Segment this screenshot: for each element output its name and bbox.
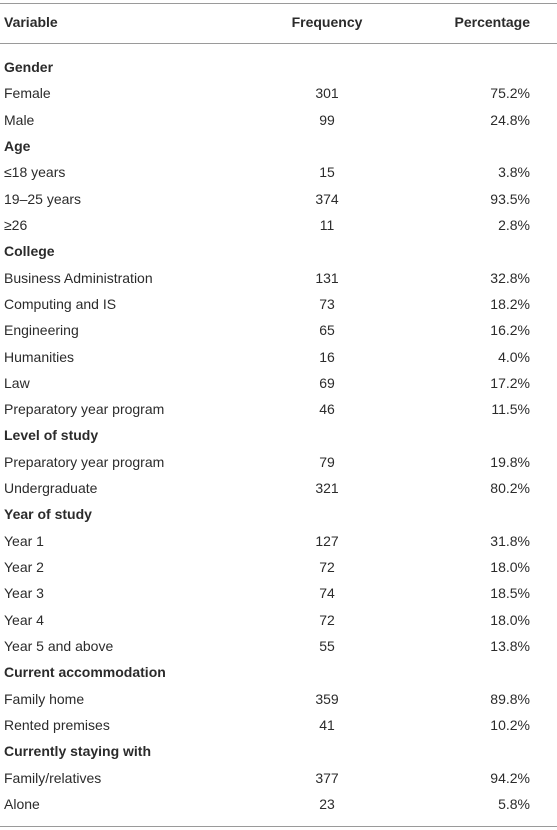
percentage-cell: 19.8% [490, 453, 530, 470]
frequency-cell: 15 [319, 164, 335, 181]
section-label: Year of study [4, 506, 92, 523]
top-rule [0, 3, 557, 4]
frequency-cell: 46 [319, 401, 335, 418]
variable-cell: ≥26 [4, 216, 28, 233]
percentage-cell: 10.2% [490, 717, 530, 733]
variable-cell: Year 2 [4, 559, 44, 576]
frequency-cell: 131 [315, 269, 339, 286]
frequency-cell: 321 [315, 480, 339, 497]
section-label: Current accommodation [4, 664, 166, 681]
percentage-cell: 89.8% [490, 690, 530, 707]
frequency-cell: 301 [315, 85, 339, 102]
percentage-cell: 16.2% [490, 322, 530, 339]
variable-cell: Computing and IS [4, 295, 117, 312]
variable-cell: ≤18 years [4, 164, 66, 181]
frequency-cell: 41 [319, 717, 335, 733]
variable-cell: Humanities [4, 348, 75, 365]
percentage-cell: 80.2% [490, 480, 530, 497]
frequency-cell: 374 [315, 190, 339, 207]
header-rule [0, 43, 557, 44]
frequency-cell: 55 [319, 638, 335, 655]
percentage-cell: 18.0% [490, 559, 530, 576]
header-cell: Variable [4, 14, 58, 30]
frequency-cell: 11 [319, 216, 335, 233]
frequency-cell: 79 [319, 453, 335, 470]
header-cell: Frequency [291, 14, 363, 30]
bottom-rule [0, 826, 557, 827]
percentage-cell: 75.2% [490, 85, 530, 102]
percentage-cell: 2.8% [498, 216, 530, 233]
frequency-cell: 72 [319, 559, 335, 576]
frequency-cell: 16 [319, 348, 335, 365]
percentage-cell: 17.2% [490, 374, 530, 391]
frequency-cell: 99 [319, 111, 335, 128]
percentage-cell: 31.8% [490, 532, 530, 549]
variable-cell: Alone [4, 795, 40, 812]
variable-cell: Year 4 [4, 611, 44, 628]
variable-cell: Year 1 [4, 532, 44, 549]
frequency-cell: 65 [319, 322, 335, 339]
variable-cell: Year 5 and above [4, 638, 114, 655]
variable-cell: Preparatory year program [4, 453, 165, 470]
frequency-cell: 359 [315, 690, 339, 707]
variable-cell: Rented premises [4, 717, 110, 733]
variable-cell: Preparatory year program [4, 401, 165, 418]
frequency-cell: 127 [315, 532, 339, 549]
variable-cell: Family/relatives [4, 769, 102, 786]
section-label: Gender [4, 59, 54, 75]
variable-cell: Engineering [4, 322, 79, 339]
frequency-cell: 69 [319, 374, 335, 391]
variable-cell: Male [4, 111, 35, 128]
percentage-cell: 13.8% [490, 638, 530, 655]
section-label: Age [4, 137, 31, 154]
variable-cell: 19–25 years [4, 190, 82, 207]
percentage-cell: 32.8% [490, 269, 530, 286]
frequency-cell: 23 [319, 795, 335, 812]
variable-cell: Undergraduate [4, 480, 98, 497]
percentage-cell: 24.8% [490, 111, 530, 128]
variable-cell: Law [4, 374, 30, 391]
frequency-cell: 377 [315, 769, 339, 786]
section-label: College [4, 243, 55, 260]
variable-cell: Year 3 [4, 585, 44, 602]
frequency-cell: 73 [319, 295, 335, 312]
percentage-cell: 18.0% [490, 611, 530, 628]
percentage-cell: 18.2% [490, 295, 530, 312]
percentage-cell: 5.8% [498, 795, 530, 812]
percentage-cell: 93.5% [490, 190, 530, 207]
variable-cell: Family home [4, 690, 85, 707]
percentage-cell: 11.5% [491, 401, 530, 418]
header-cell: Percentage [454, 14, 530, 30]
percentage-cell: 4.0% [498, 348, 530, 365]
percentage-cell: 18.5% [490, 585, 530, 602]
variable-cell: Female [4, 85, 51, 102]
frequency-cell: 72 [319, 611, 335, 628]
frequency-cell: 74 [319, 585, 335, 602]
variable-cell: Business Administration [4, 269, 153, 286]
percentage-cell: 3.8% [498, 164, 530, 181]
section-label: Currently staying with [4, 743, 152, 760]
percentage-cell: 94.2% [490, 769, 530, 786]
section-label: Level of study [4, 427, 99, 444]
